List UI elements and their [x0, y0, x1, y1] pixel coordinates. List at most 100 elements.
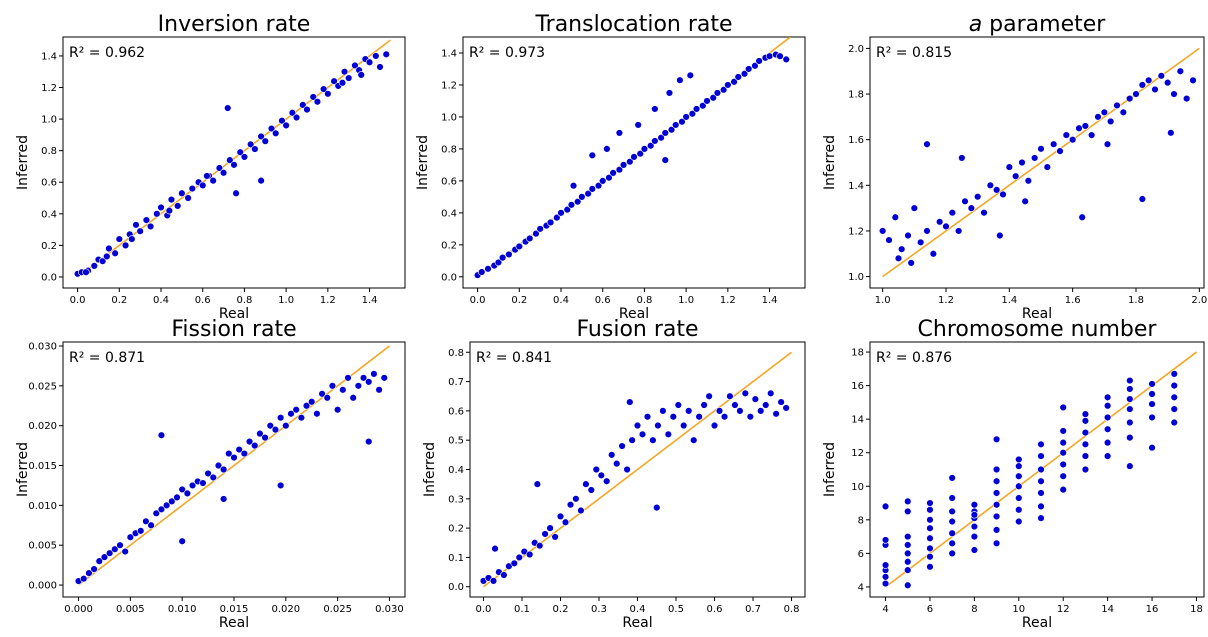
data-point — [651, 137, 659, 145]
data-point — [278, 116, 286, 125]
data-point — [643, 413, 652, 421]
data-point — [204, 469, 212, 478]
y-tick-label: 10 — [851, 482, 864, 493]
data-point — [885, 236, 893, 244]
data-point — [240, 449, 249, 458]
data-point — [633, 421, 642, 430]
data-point — [578, 193, 586, 201]
data-point — [705, 392, 713, 400]
data-point — [535, 542, 544, 550]
data-point — [923, 140, 931, 148]
y-tick-label: 0.4 — [441, 208, 457, 219]
chart-panel-5: 0.0 0.1 0.2 0.3 0.4 0.5 0.6 0.7 0.8 0.0 0.1 0.2 0.3 0… — [422, 317, 806, 631]
data-point — [667, 126, 676, 134]
data-point — [226, 156, 234, 164]
data-point — [267, 124, 276, 133]
data-point — [603, 145, 611, 153]
identity-line — [882, 47, 1200, 278]
data-point — [657, 134, 665, 142]
data-point — [1081, 428, 1090, 437]
data-point — [178, 537, 186, 545]
data-point — [651, 105, 659, 113]
data-point — [498, 253, 507, 262]
data-point — [271, 425, 280, 434]
y-tick-label: 1.2 — [41, 83, 57, 94]
data-point — [365, 437, 373, 446]
data-point — [907, 259, 915, 267]
data-point — [602, 477, 611, 485]
data-point — [1062, 131, 1071, 139]
data-point — [288, 109, 297, 117]
y-tick-label: 12 — [851, 448, 864, 459]
data-point — [1170, 370, 1178, 378]
data-point — [515, 242, 524, 251]
data-point — [609, 169, 617, 177]
data-point — [653, 503, 661, 512]
data-point — [121, 241, 130, 250]
data-point — [613, 459, 621, 468]
data-point — [1059, 427, 1067, 435]
data-point — [167, 195, 176, 204]
data-point — [219, 465, 228, 474]
r-squared-annotation: R² = 0.841 — [476, 350, 552, 366]
data-point — [1182, 94, 1191, 103]
chart-title: Translocation rate — [534, 12, 732, 37]
data-point — [282, 121, 290, 130]
data-point — [1126, 385, 1134, 393]
data-point — [782, 55, 790, 64]
data-point — [1103, 413, 1112, 422]
data-point — [90, 565, 98, 573]
y-tick-label: 0.2 — [441, 240, 457, 251]
data-point — [1087, 131, 1096, 139]
y-tick-label: 1.2 — [848, 226, 864, 237]
data-point — [1049, 140, 1058, 148]
data-point — [970, 511, 979, 519]
data-point — [588, 185, 596, 193]
data-point — [230, 161, 238, 169]
data-point — [1059, 460, 1067, 469]
data-point — [224, 104, 232, 112]
data-point — [292, 406, 300, 414]
data-point — [235, 445, 243, 454]
data-point — [1157, 72, 1166, 80]
x-tick-label: 6 — [927, 604, 933, 615]
data-point — [165, 206, 174, 215]
data-point — [970, 522, 979, 531]
data-point — [762, 401, 770, 409]
data-point — [302, 402, 311, 410]
data-point — [95, 557, 103, 565]
data-point — [1138, 195, 1147, 203]
x-tick-label: 1.0 — [875, 295, 891, 306]
chart-panel-4: 0.000 0.005 0.010 0.015 0.020 0.025 0.030 0.000… — [15, 317, 406, 631]
data-point — [240, 153, 249, 161]
x-tick-label: 12 — [1057, 604, 1070, 615]
data-point — [308, 398, 316, 406]
data-point — [659, 407, 667, 415]
data-point — [904, 532, 912, 541]
x-tick-label: 1.8 — [1128, 295, 1144, 306]
x-tick-label: 0.3 — [591, 604, 607, 615]
data-point — [628, 436, 636, 444]
data-point — [751, 62, 759, 70]
x-tick-label: 14 — [1101, 604, 1114, 615]
data-point — [100, 553, 109, 561]
y-tick-label: 1.6 — [848, 135, 864, 146]
data-point — [734, 73, 742, 81]
r-squared-annotation: R² = 0.871 — [69, 350, 145, 366]
data-point — [1148, 380, 1156, 388]
data-point — [563, 205, 571, 214]
x-tick-label: 1.0 — [678, 295, 694, 306]
y-tick-label: 1.4 — [441, 48, 457, 59]
data-point — [111, 249, 119, 257]
data-point — [674, 401, 683, 409]
data-point — [1037, 514, 1045, 522]
data-point — [478, 268, 486, 276]
data-point — [1126, 376, 1134, 385]
data-point — [710, 421, 719, 430]
data-point — [382, 50, 390, 59]
data-point — [992, 477, 1001, 485]
data-point — [98, 257, 107, 265]
data-point — [992, 501, 1001, 509]
data-point — [344, 74, 353, 82]
data-point — [626, 398, 634, 406]
